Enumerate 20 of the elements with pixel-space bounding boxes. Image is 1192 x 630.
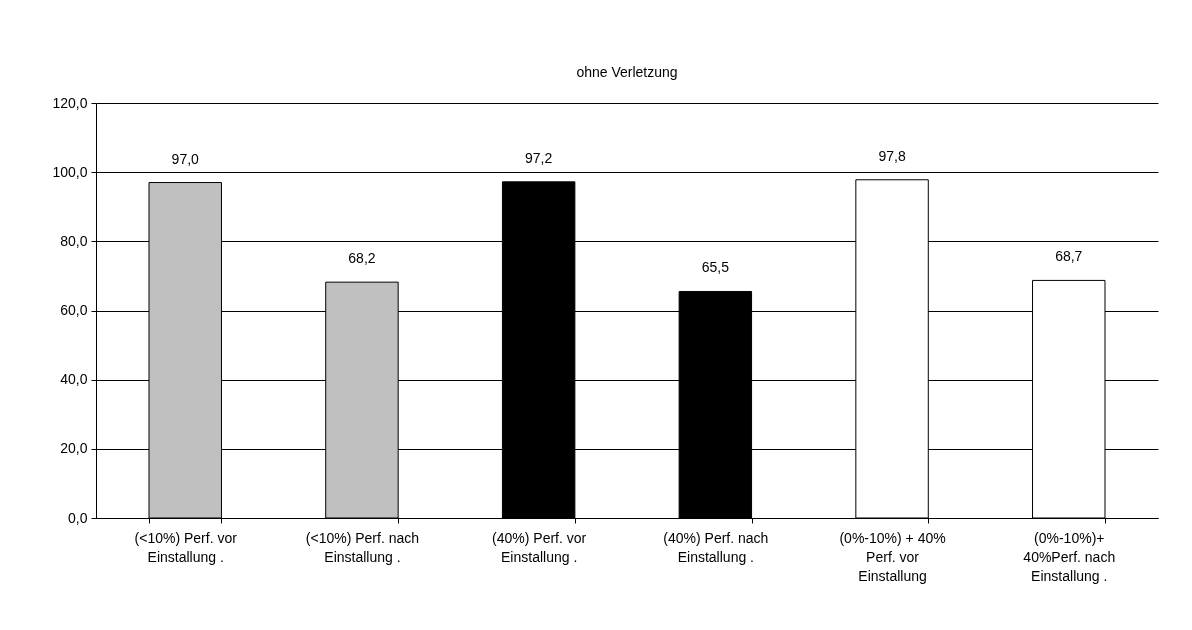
data-label: 65,5 [701,259,730,276]
y-tick-label: 120,0 [52,94,88,111]
y-tick-label: 20,0 [60,440,88,457]
y-tick-label: 40,0 [60,371,88,388]
y-tick-label: 0,0 [68,509,88,526]
x-tick-label: (<10%) Perf. nach Einstallung . [305,529,420,565]
data-label: 97,0 [171,150,200,167]
x-tick-label: (40%) Perf. nach Einstallung . [663,529,769,565]
data-label: 68,7 [1055,248,1083,265]
x-tick-label: (0%-10%)+ 40%Perf. nach Einstallung . [1023,529,1116,584]
y-tick-label: 100,0 [52,163,88,180]
x-tick-label: (<10%) Perf. vor Einstallung . [134,529,238,565]
data-label: 97,8 [878,147,906,164]
x-tick-label: (0%-10%) + 40% Perf. vor Einstallung [839,529,946,584]
y-tick-label: 80,0 [60,232,88,249]
y-tick-label: 60,0 [60,302,88,318]
data-label: 97,2 [525,149,553,166]
x-tick-label: (40%) Perf. vor Einstallung . [492,529,587,565]
chart-title: ohne Verletzung [576,64,678,80]
data-label: 68,2 [348,250,376,267]
